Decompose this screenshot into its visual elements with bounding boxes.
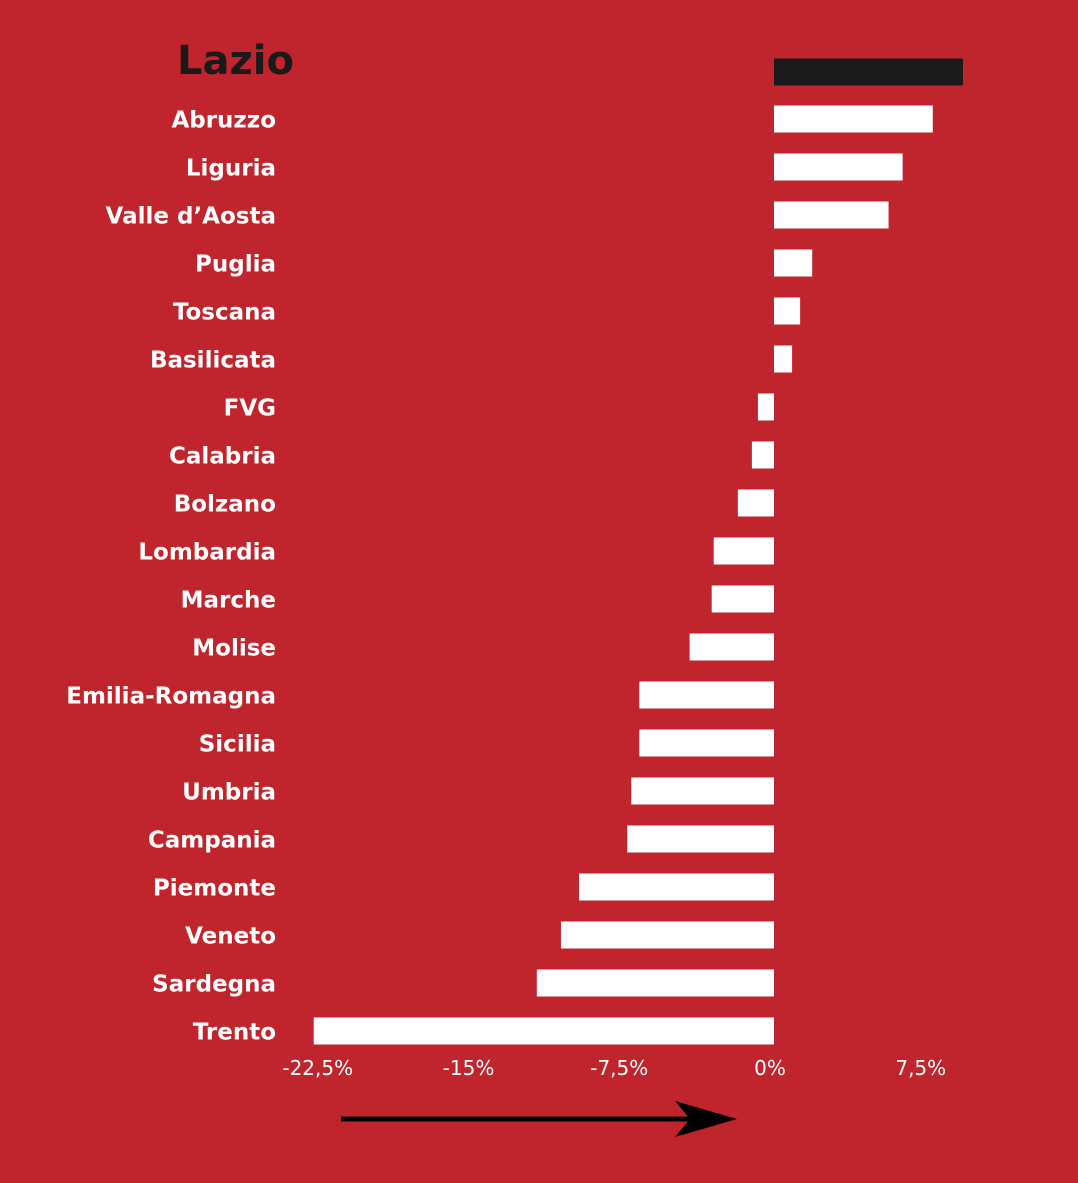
bar — [751, 441, 774, 469]
bar — [774, 153, 903, 181]
bar — [711, 585, 774, 613]
x-tick-label: -7,5% — [590, 1056, 648, 1080]
bar — [631, 777, 774, 805]
bar — [639, 729, 774, 757]
category-label: Sicilia — [199, 732, 276, 758]
category-label: Veneto — [185, 924, 276, 950]
bar — [713, 537, 774, 565]
x-tick-label: -22,5% — [282, 1056, 353, 1080]
highlight-bar — [774, 58, 963, 86]
category-label: Abruzzo — [171, 108, 276, 134]
bar — [737, 489, 774, 517]
bar — [313, 1017, 774, 1045]
bar — [757, 393, 774, 421]
bar — [560, 921, 774, 949]
category-label: FVG — [224, 396, 276, 422]
category-label: Valle d’Aosta — [106, 204, 276, 230]
bar — [627, 825, 774, 853]
x-axis-ticks: -22,5% -15% -7,5% 0% 7,5% — [282, 1056, 946, 1080]
x-tick-label: -15% — [443, 1056, 495, 1080]
category-label: Marche — [181, 588, 276, 614]
category-label: Umbria — [182, 780, 276, 806]
bar — [689, 633, 774, 661]
category-label: Calabria — [169, 444, 276, 470]
direction-arrow — [341, 1101, 737, 1137]
x-tick-label: 7,5% — [895, 1056, 946, 1080]
category-label: Puglia — [195, 252, 276, 278]
bar — [579, 873, 774, 901]
bar — [774, 297, 801, 325]
bars — [313, 58, 963, 1045]
bar — [774, 249, 813, 277]
category-label: Toscana — [173, 300, 276, 326]
category-label: Basilicata — [150, 348, 276, 374]
bar — [774, 105, 933, 133]
category-label: Emilia-Romagna — [66, 684, 276, 710]
category-label: Campania — [148, 828, 276, 854]
category-label: Molise — [192, 636, 276, 662]
category-labels: Lazio Abruzzo Liguria Valle d’Aosta Puglia To… — [66, 38, 294, 1046]
x-tick-label: 0% — [754, 1056, 786, 1080]
category-label: Bolzano — [174, 492, 276, 518]
category-label: Liguria — [186, 156, 276, 182]
bar — [536, 969, 774, 997]
bar — [774, 201, 889, 229]
category-label: Piemonte — [153, 876, 276, 902]
bar — [639, 681, 774, 709]
category-label: Trento — [193, 1020, 276, 1046]
category-label: Lazio — [177, 38, 294, 84]
category-label: Sardegna — [152, 972, 276, 998]
bar — [774, 345, 793, 373]
category-label: Lombardia — [138, 540, 276, 566]
